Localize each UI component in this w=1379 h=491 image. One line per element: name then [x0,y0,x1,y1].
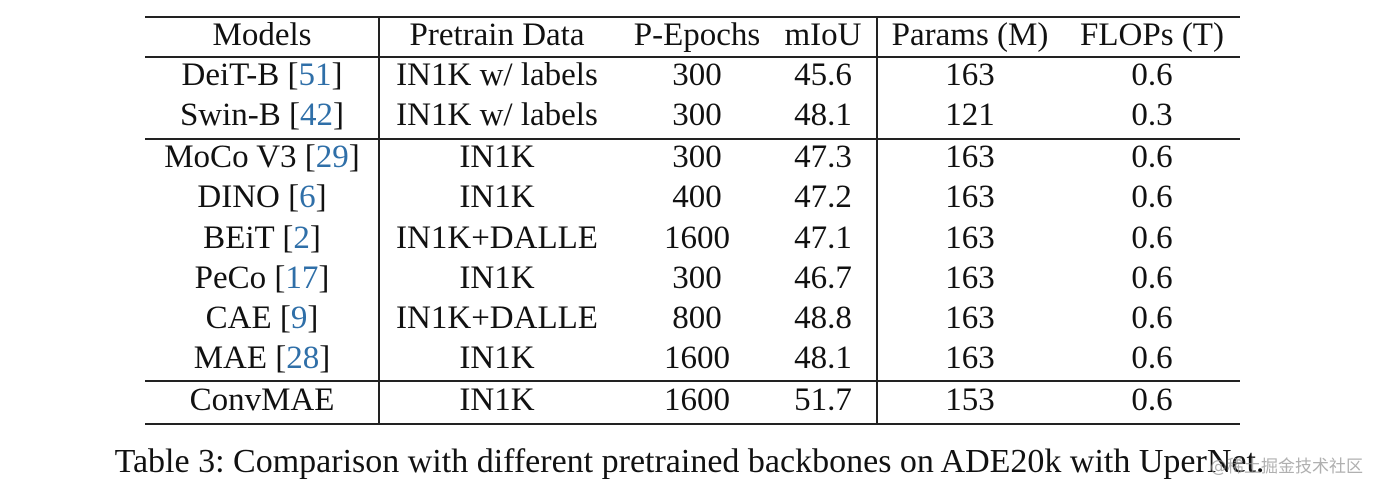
params: 121 [945,97,995,133]
citation[interactable]: 6 [299,179,316,215]
flops: 0.6 [1131,57,1173,93]
model: ConvMAE [189,382,335,418]
params: 163 [945,260,995,296]
citation[interactable]: 28 [286,340,320,376]
pretrain-data: IN1K w/ labels [396,57,598,93]
rule [145,56,1240,58]
pretrain-data: IN1K [459,382,535,418]
citation[interactable]: 9 [290,300,308,336]
flops: 0.6 [1131,220,1173,256]
rule [145,423,1240,425]
pretrain-data: IN1K+DALLE [396,300,598,336]
p-epochs: 400 [672,179,722,215]
header-cell: Models [212,17,312,53]
model: MAE [28] [193,340,331,376]
params: 163 [945,220,995,256]
p-epochs: 300 [672,260,722,296]
flops: 0.3 [1131,97,1173,133]
p-epochs: 800 [672,300,722,336]
pretrain-data: IN1K+DALLE [396,220,598,256]
citation[interactable]: 17 [285,260,319,296]
miou: 45.6 [794,57,852,93]
model: PeCo [17] [194,260,330,296]
pretrain-data: IN1K [459,260,535,296]
flops: 0.6 [1131,382,1173,418]
p-epochs: 300 [672,139,722,175]
pretrain-data: IN1K [459,139,535,175]
header-cell: Pretrain Data [409,17,585,53]
header-cell: mIoU [784,17,862,53]
rule [145,16,1240,18]
flops: 0.6 [1131,139,1173,175]
params: 163 [945,57,995,93]
model: DINO [6] [197,179,327,215]
citation[interactable]: 29 [315,139,349,175]
miou: 48.8 [794,300,852,336]
params: 163 [945,340,995,376]
pretrain-data: IN1K [459,179,535,215]
citation[interactable]: 42 [300,97,334,133]
header-cell: P-Epochs [633,17,761,53]
miou: 46.7 [794,260,852,296]
model: DeiT-B [51] [181,57,343,93]
flops: 0.6 [1131,340,1173,376]
params: 163 [945,179,995,215]
miou: 47.3 [794,139,852,175]
watermark: @稀土掘金技术社区 [1210,457,1363,477]
p-epochs: 1600 [664,220,730,256]
p-epochs: 300 [672,57,722,93]
rule [145,138,1240,140]
p-epochs: 1600 [664,340,730,376]
model: MoCo V3 [29] [164,139,360,175]
citation[interactable]: 51 [298,57,332,93]
miou: 48.1 [794,340,852,376]
model: BEiT [2] [203,220,321,256]
flops: 0.6 [1131,260,1173,296]
flops: 0.6 [1131,300,1173,336]
p-epochs: 300 [672,97,722,133]
header-cell: Params (M) [891,17,1049,53]
miou: 48.1 [794,97,852,133]
citation[interactable]: 2 [293,220,310,256]
pretrain-data: IN1K w/ labels [396,97,598,133]
p-epochs: 1600 [664,382,730,418]
params: 163 [945,139,995,175]
column-rule [378,16,380,423]
params: 163 [945,300,995,336]
miou: 51.7 [794,382,852,418]
params: 153 [945,382,995,418]
model: Swin-B [42] [179,97,345,133]
pretrain-data: IN1K [459,340,535,376]
header-cell: FLOPs (T) [1080,17,1224,53]
caption: Table 3: Comparison with different pretr… [114,443,1265,480]
miou: 47.1 [794,220,852,256]
model: CAE [9] [205,300,319,336]
flops: 0.6 [1131,179,1173,215]
miou: 47.2 [794,179,852,215]
column-rule [876,16,878,423]
rule [145,380,1240,382]
